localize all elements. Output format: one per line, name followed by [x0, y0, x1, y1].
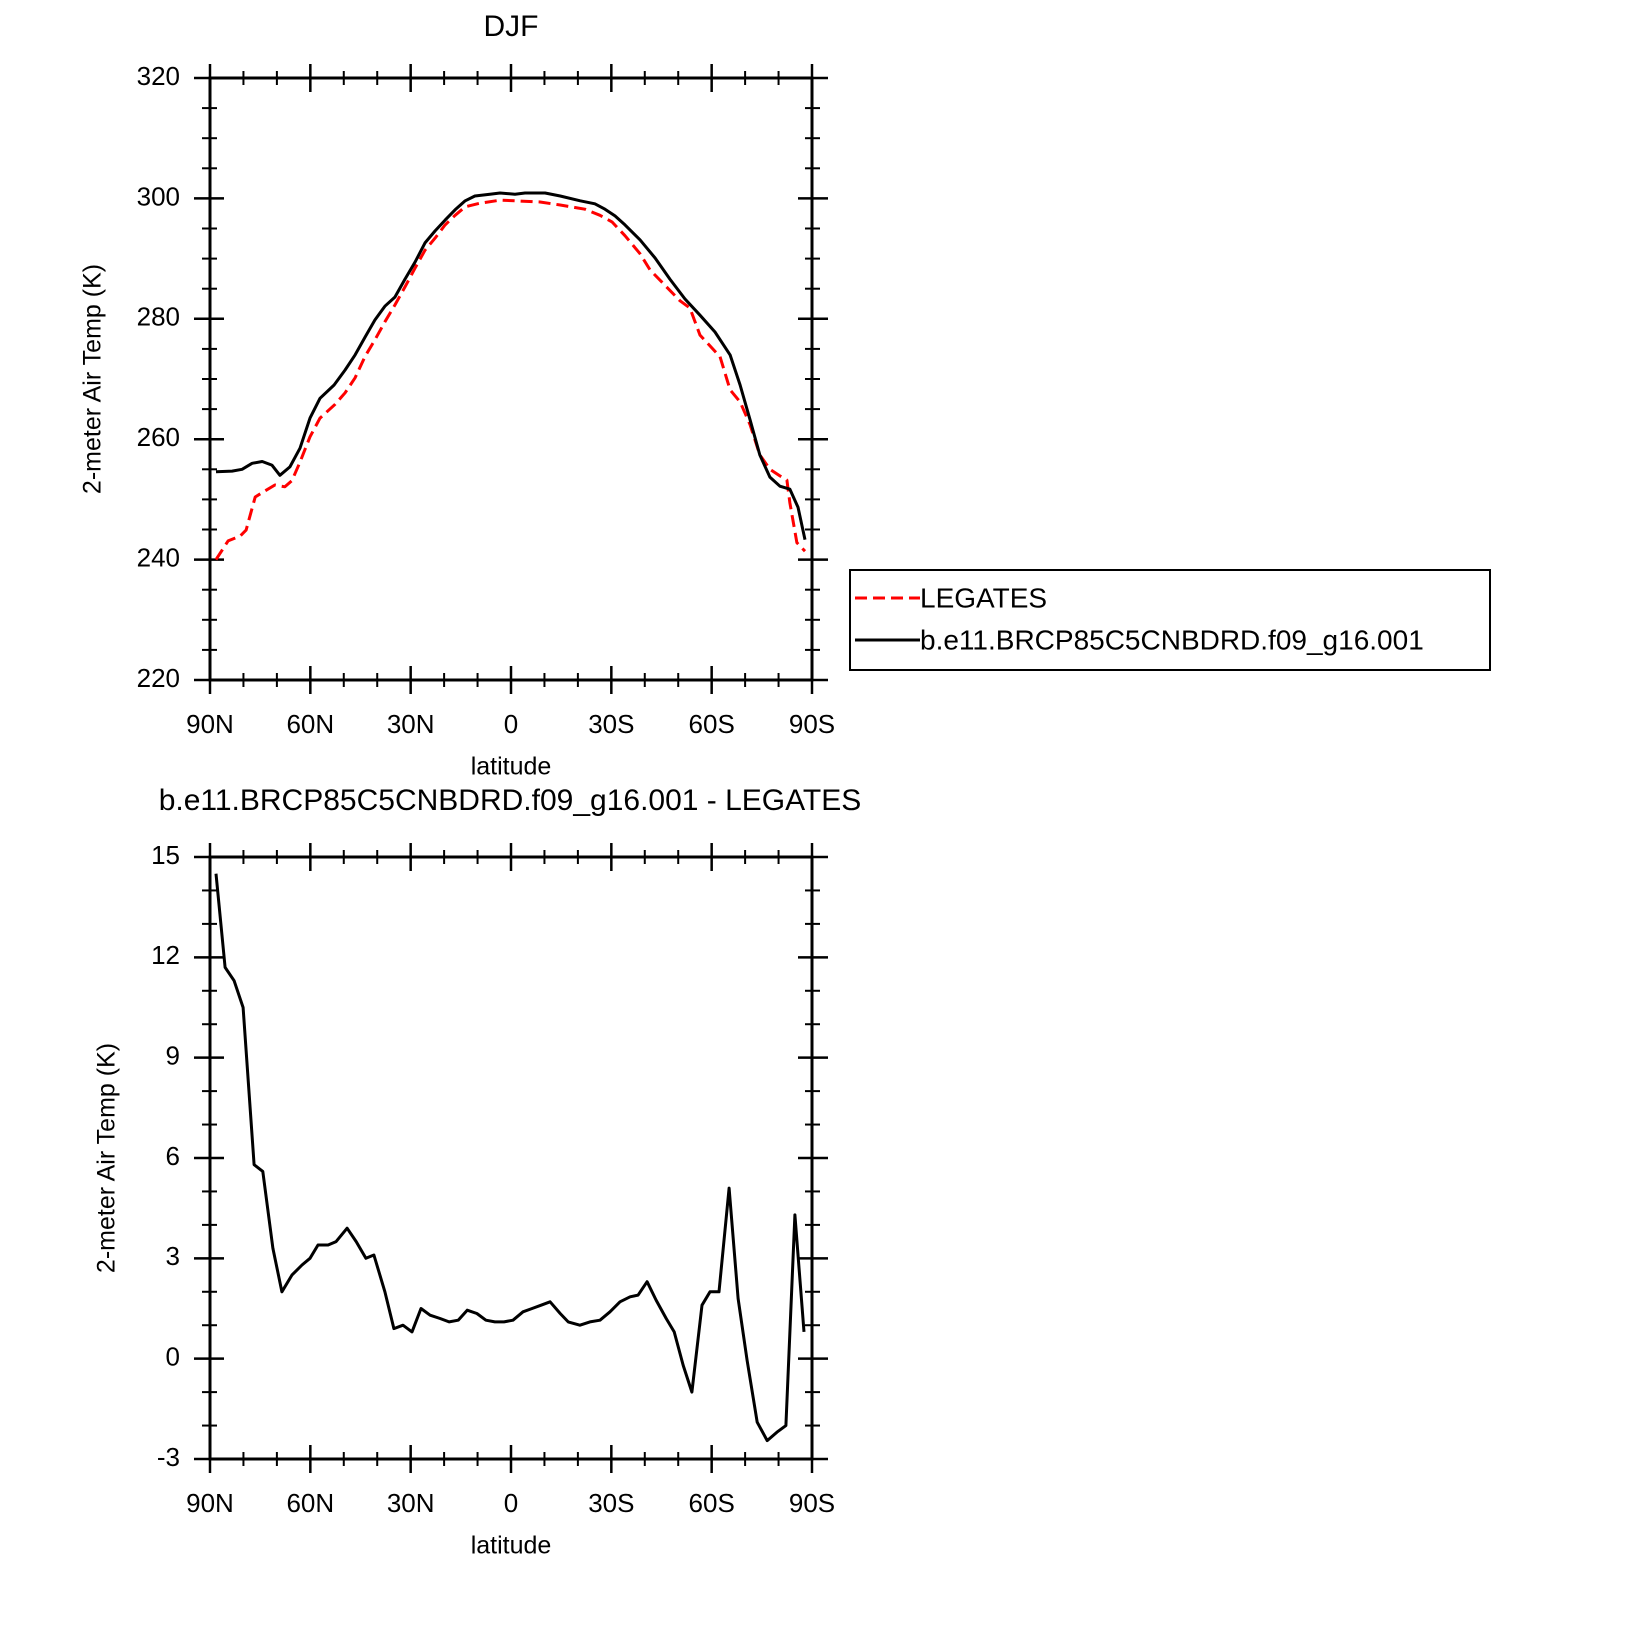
legend-box	[849, 569, 1491, 671]
x-tick-label: 90S	[789, 709, 835, 739]
x-tick-label: 30N	[387, 709, 435, 739]
y-tick-label: -3	[157, 1442, 180, 1472]
data-line	[214, 198, 807, 561]
x-tick-label: 60N	[286, 1488, 334, 1518]
x-tick-label: 60N	[286, 709, 334, 739]
x-tick-label: 90N	[186, 1488, 234, 1518]
x-axis-label: latitude	[471, 1532, 552, 1560]
y-tick-label: 9	[166, 1041, 180, 1071]
x-tick-label: 90N	[186, 709, 234, 739]
y-tick-label: 6	[166, 1141, 180, 1171]
legend-label: LEGATES	[920, 582, 1047, 613]
y-axis-label: 2-meter Air Temp (K)	[93, 1043, 121, 1273]
x-tick-label: 90S	[789, 1488, 835, 1518]
y-tick-label: 300	[137, 181, 180, 211]
y-tick-label: 240	[137, 542, 180, 572]
x-axis-label: latitude	[471, 753, 552, 781]
y-tick-label: 280	[137, 302, 180, 332]
chart-title: DJF	[484, 10, 539, 43]
x-tick-label: 0	[504, 709, 518, 739]
x-tick-label: 0	[504, 1488, 518, 1518]
y-tick-label: 15	[151, 840, 180, 870]
data-line	[214, 873, 806, 1443]
y-tick-label: 12	[151, 940, 180, 970]
x-tick-label: 30N	[387, 1488, 435, 1518]
plot-frame	[208, 855, 814, 1461]
y-axis-label: 2-meter Air Temp (K)	[79, 264, 107, 494]
y-tick-label: 3	[166, 1241, 180, 1271]
y-tick-label: 320	[137, 61, 180, 91]
x-tick-label: 60S	[689, 709, 735, 739]
x-tick-label: 30S	[588, 709, 634, 739]
chart-title: b.e11.BRCP85C5CNBDRD.f09_g16.001 - LEGAT…	[159, 784, 862, 817]
y-tick-label: 0	[166, 1342, 180, 1372]
plot-frame	[208, 76, 814, 682]
y-tick-label: 220	[137, 663, 180, 693]
x-tick-label: 30S	[588, 1488, 634, 1518]
y-tick-label: 260	[137, 422, 180, 452]
x-tick-label: 60S	[689, 1488, 735, 1518]
legend-label: b.e11.BRCP85C5CNBDRD.f09_g16.001	[920, 624, 1424, 655]
data-line	[215, 191, 807, 541]
